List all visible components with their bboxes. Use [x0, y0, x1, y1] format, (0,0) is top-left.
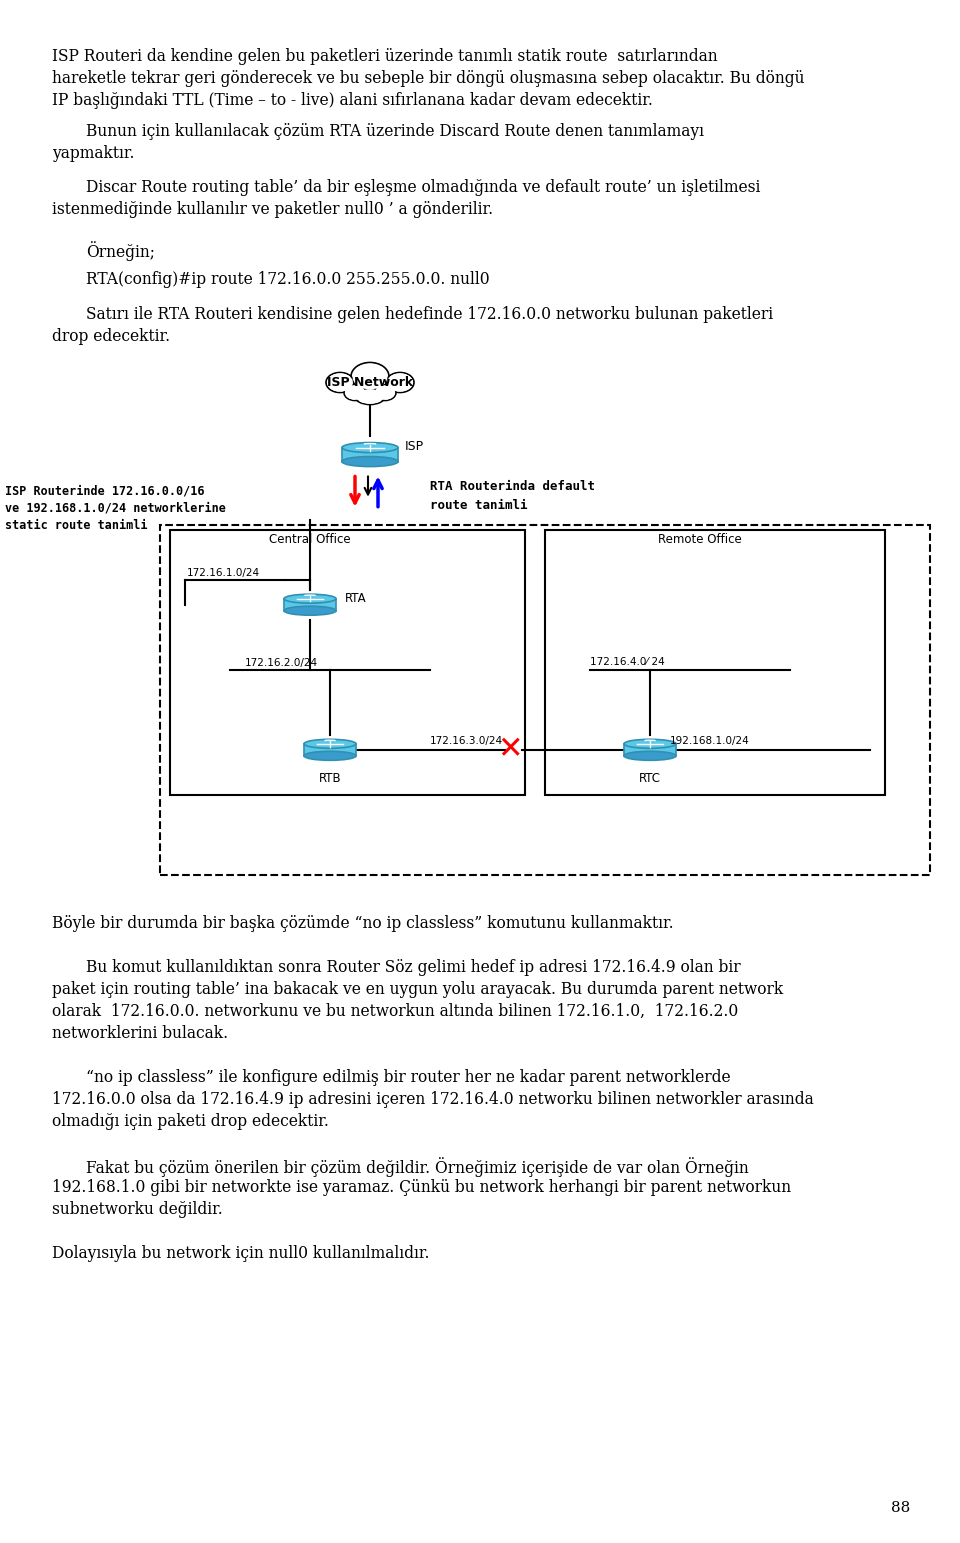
Text: Remote Office: Remote Office [659, 532, 742, 546]
Text: route tanimli: route tanimli [430, 498, 527, 512]
Text: RTB: RTB [319, 772, 342, 785]
FancyBboxPatch shape [304, 744, 356, 756]
Ellipse shape [374, 386, 396, 400]
Text: RTA(config)#ip route 172.16.0.0 255.255.0.0. null0: RTA(config)#ip route 172.16.0.0 255.255.… [86, 272, 490, 289]
FancyBboxPatch shape [342, 447, 398, 461]
Text: Bu komut kullanıldıktan sonra Router Söz gelimi hedef ip adresi 172.16.4.9 olan : Bu komut kullanıldıktan sonra Router Söz… [86, 960, 740, 977]
Ellipse shape [352, 364, 388, 389]
Ellipse shape [356, 389, 384, 404]
Text: Böyle bir durumda bir başka çözümde “no ip classless” komutunu kullanmaktır.: Böyle bir durumda bir başka çözümde “no … [52, 915, 674, 932]
Ellipse shape [351, 363, 389, 390]
Ellipse shape [344, 384, 366, 401]
Text: yapmaktır.: yapmaktır. [52, 145, 134, 162]
Ellipse shape [624, 739, 676, 748]
Ellipse shape [342, 443, 398, 452]
Text: RTA Routerinda default: RTA Routerinda default [430, 480, 595, 492]
Text: ISP Routerinde 172.16.0.0/16: ISP Routerinde 172.16.0.0/16 [5, 485, 204, 497]
Text: Fakat bu çözüm önerilen bir çözüm değildir. Örneğimiz içerişide de var olan Örne: Fakat bu çözüm önerilen bir çözüm değild… [86, 1157, 749, 1177]
Text: 172.16.4.0⁄ 24: 172.16.4.0⁄ 24 [590, 657, 664, 667]
Text: subnetworku değildir.: subnetworku değildir. [52, 1200, 223, 1217]
Text: drop edecektir.: drop edecektir. [52, 329, 170, 346]
Text: Satırı ile RTA Routeri kendisine gelen hedefinde 172.16.0.0 networku bulunan pak: Satırı ile RTA Routeri kendisine gelen h… [86, 306, 773, 322]
Ellipse shape [374, 384, 396, 401]
Text: RTC: RTC [639, 772, 661, 785]
Text: Örneğin;: Örneğin; [86, 241, 155, 261]
Text: 88: 88 [891, 1501, 910, 1515]
FancyBboxPatch shape [624, 744, 676, 756]
Text: networklerini bulacak.: networklerini bulacak. [52, 1025, 228, 1042]
Text: ISP Network: ISP Network [327, 376, 413, 389]
Text: Dolayısıyla bu network için null0 kullanılmalıdır.: Dolayısıyla bu network için null0 kullan… [52, 1245, 429, 1262]
Text: 172.16.0.0 olsa da 172.16.4.9 ip adresini içeren 172.16.4.0 networku bilinen net: 172.16.0.0 olsa da 172.16.4.9 ip adresin… [52, 1091, 814, 1108]
Ellipse shape [304, 739, 356, 748]
Text: 192.168.1.0 gibi bir networkte ise yaramaz. Çünkü bu network herhangi bir parent: 192.168.1.0 gibi bir networkte ise yaram… [52, 1179, 791, 1196]
Text: Bunun için kullanılacak çözüm RTA üzerinde Discard Route denen tanımlamayı: Bunun için kullanılacak çözüm RTA üzerin… [86, 123, 704, 140]
Ellipse shape [304, 751, 356, 761]
Text: RTA: RTA [345, 593, 367, 605]
Text: IP başlığındaki TTL (Time – to - live) alani sıfırlanana kadar devam edecektir.: IP başlığındaki TTL (Time – to - live) a… [52, 93, 653, 110]
Text: ve 192.168.1.0/24 networklerine: ve 192.168.1.0/24 networklerine [5, 501, 226, 515]
Text: ISP Routeri da kendine gelen bu paketleri üzerinde tanımlı statik route  satırla: ISP Routeri da kendine gelen bu paketler… [52, 48, 718, 65]
Ellipse shape [387, 373, 413, 392]
Ellipse shape [624, 751, 676, 761]
Bar [545, 529, 885, 795]
Ellipse shape [284, 606, 336, 616]
Ellipse shape [345, 386, 365, 400]
Text: 172.16.2.0/24: 172.16.2.0/24 [245, 657, 318, 668]
Ellipse shape [327, 373, 353, 392]
Text: Discar Route routing table’ da bir eşleşme olmadığında ve default route’ un işle: Discar Route routing table’ da bir eşleş… [86, 179, 760, 196]
FancyBboxPatch shape [284, 599, 336, 611]
Bar [160, 525, 930, 875]
Text: Central Office: Central Office [269, 532, 350, 546]
Ellipse shape [355, 389, 385, 404]
Text: paket için routing table’ ina bakacak ve en uygun yolu arayacak. Bu durumda pare: paket için routing table’ ina bakacak ve… [52, 981, 783, 998]
Text: 192.168.1.0/24: 192.168.1.0/24 [670, 736, 750, 745]
Text: ✕: ✕ [497, 736, 523, 764]
Text: istenmediğinde kullanılır ve paketler null0 ’ a gönderilir.: istenmediğinde kullanılır ve paketler nu… [52, 201, 493, 218]
Text: 172.16.1.0/24: 172.16.1.0/24 [187, 568, 260, 577]
Ellipse shape [284, 594, 336, 603]
Text: 172.16.3.0/24: 172.16.3.0/24 [430, 736, 503, 745]
Ellipse shape [342, 457, 398, 466]
Text: olarak  172.16.0.0. networkunu ve bu networkun altında bilinen 172.16.1.0,  172.: olarak 172.16.0.0. networkunu ve bu netw… [52, 1003, 738, 1020]
Text: “no ip classless” ile konfigure edilmiş bir router her ne kadar parent networkle: “no ip classless” ile konfigure edilmiş … [86, 1069, 731, 1086]
Text: static route tanimli: static route tanimli [5, 518, 148, 532]
Bar [170, 529, 525, 795]
Text: hareketle tekrar geri gönderecek ve bu sebeple bir döngü oluşmasına sebep olacak: hareketle tekrar geri gönderecek ve bu s… [52, 69, 804, 86]
Text: ISP: ISP [405, 440, 424, 454]
Text: olmadığı için paketi drop edecektir.: olmadığı için paketi drop edecektir. [52, 1113, 329, 1129]
Ellipse shape [326, 372, 354, 392]
Ellipse shape [386, 372, 414, 392]
